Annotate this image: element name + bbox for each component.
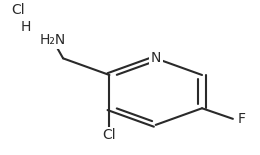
Text: Cl: Cl — [103, 128, 116, 142]
Text: N: N — [151, 51, 161, 65]
Text: H₂N: H₂N — [40, 33, 66, 47]
Text: Cl: Cl — [11, 3, 25, 17]
Text: H: H — [21, 20, 31, 34]
Text: F: F — [238, 112, 246, 126]
